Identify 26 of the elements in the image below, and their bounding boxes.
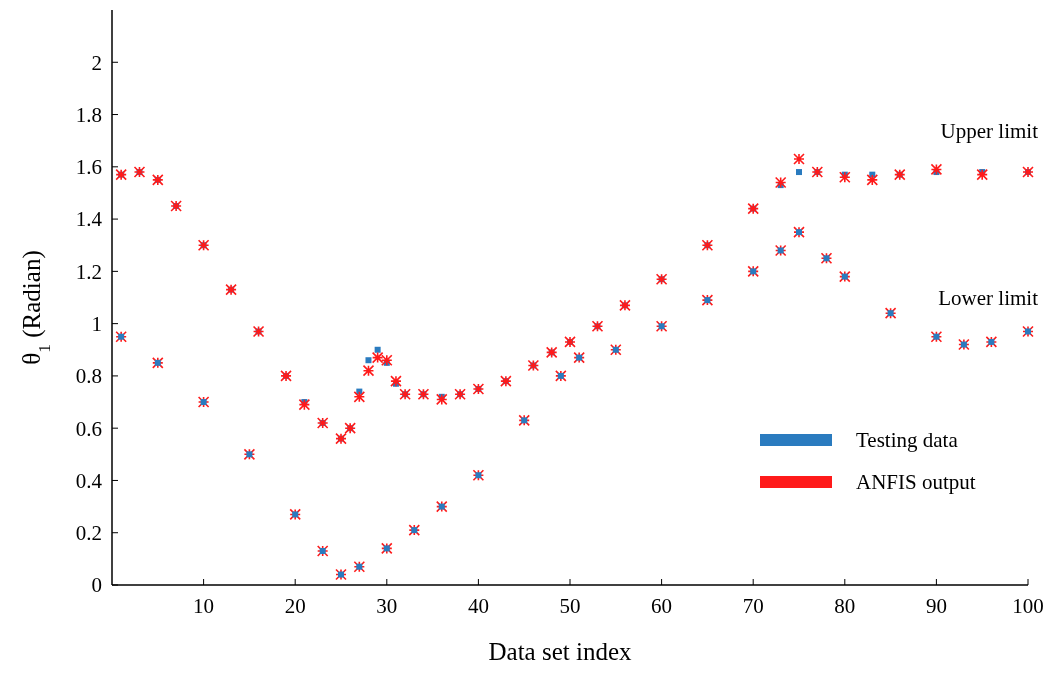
y-tick-label: 1.8 xyxy=(75,102,102,127)
y-tick-label: 1 xyxy=(91,311,102,336)
x-tick-label: 40 xyxy=(467,594,489,618)
y-tick-label: 0.4 xyxy=(75,468,103,493)
x-tick-label: 60 xyxy=(651,594,673,618)
legend-label: ANFIS output xyxy=(856,470,976,495)
x-tick-label: 50 xyxy=(559,594,581,618)
x-tick-label: 10 xyxy=(193,594,215,618)
x-tick-label: 100 xyxy=(1012,594,1044,618)
y-tick-label: 0.6 xyxy=(75,416,102,441)
legend-label: Testing data xyxy=(856,428,959,453)
x-tick-label: 30 xyxy=(376,594,398,618)
y-tick-label: 1.2 xyxy=(75,259,102,284)
y-tick-label: 2 xyxy=(91,50,102,75)
y-tick-label: 1.4 xyxy=(75,207,103,232)
y-tick-label: 0 xyxy=(91,573,102,598)
x-tick-label: 90 xyxy=(925,594,947,618)
annotation: Lower limit xyxy=(938,286,1039,310)
y-tick-label: 1.6 xyxy=(75,155,102,180)
x-tick-label: 80 xyxy=(834,594,856,618)
y-tick-label: 0.8 xyxy=(75,364,102,389)
annotation: Upper limit xyxy=(940,119,1039,143)
y-tick-label: 0.2 xyxy=(75,521,102,546)
x-tick-label: 70 xyxy=(742,594,764,618)
x-axis-title: Data set index xyxy=(488,638,632,665)
x-tick-label: 20 xyxy=(284,594,306,618)
